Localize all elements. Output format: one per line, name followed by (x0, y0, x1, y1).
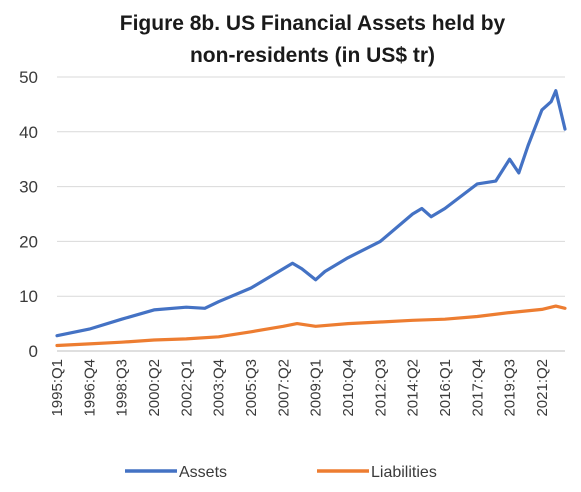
legend-label-liabilities: Liabilities (371, 464, 437, 481)
x-tick-label: 2000:Q2 (146, 359, 163, 417)
x-tick-label: 2007:Q2 (275, 359, 292, 417)
x-tick-label: 2012:Q3 (372, 359, 389, 417)
y-tick-label: 30 (19, 178, 38, 197)
x-tick-label: 2002:Q1 (178, 359, 195, 417)
series-lines (55, 89, 567, 348)
series-line-liabilities (55, 304, 567, 348)
gridlines (57, 76, 565, 352)
x-axis: 1995:Q1 1996:Q4 1998:Q3 2000:Q2 2002:Q1 2003:… (49, 350, 565, 417)
chart-title-line2: non-residents (in US$ tr) (189, 44, 436, 67)
legend-label-assets: Assets (179, 464, 227, 481)
x-tick-label: 1996:Q4 (81, 359, 98, 417)
x-tick-label: 2016:Q1 (437, 359, 454, 417)
x-tick-label: 1998:Q3 (114, 359, 131, 417)
y-axis: 0 10 20 30 40 50 (19, 68, 38, 361)
legend: Assets Liabilities (125, 464, 437, 481)
x-tick-label: 2010:Q4 (340, 359, 357, 417)
y-tick-label: 0 (29, 342, 38, 361)
y-tick-label: 10 (19, 287, 38, 306)
series-line-assets (55, 89, 567, 338)
x-tick-label: 2021:Q2 (534, 359, 551, 417)
x-tick-label: 2019:Q3 (502, 359, 519, 417)
chart-title-line1: Figure 8b. US Financial Assets held by (119, 12, 506, 35)
x-tick-label: 2003:Q4 (211, 359, 228, 417)
y-tick-label: 40 (19, 123, 38, 142)
x-tick-label: 2009:Q1 (308, 359, 325, 417)
x-tick-label: 2014:Q2 (405, 359, 422, 417)
x-tick-label: 1995:Q1 (49, 359, 66, 417)
y-tick-label: 50 (19, 68, 38, 87)
x-tick-label: 2017:Q4 (469, 359, 486, 417)
x-tick-label: 2005:Q3 (243, 359, 260, 417)
y-tick-label: 20 (19, 232, 38, 251)
chart-title: Figure 8b. US Financial Assets held by n… (60, 8, 565, 72)
